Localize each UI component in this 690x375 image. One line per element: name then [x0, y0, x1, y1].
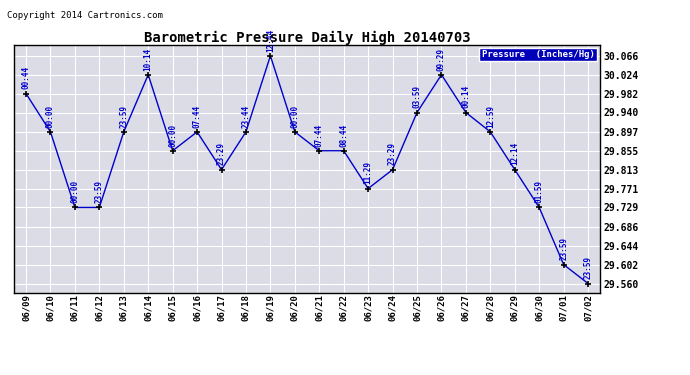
Text: 12:14: 12:14 [511, 142, 520, 165]
Text: 07:44: 07:44 [193, 105, 201, 128]
Text: 03:59: 03:59 [413, 85, 422, 108]
Text: 10:14: 10:14 [144, 47, 152, 70]
Text: 00:44: 00:44 [21, 66, 30, 89]
Text: 11:29: 11:29 [364, 161, 373, 184]
Text: 23:29: 23:29 [217, 142, 226, 165]
Text: 08:44: 08:44 [339, 123, 348, 147]
Text: 12:59: 12:59 [486, 105, 495, 128]
Title: Barometric Pressure Daily High 20140703: Barometric Pressure Daily High 20140703 [144, 31, 471, 45]
Text: 23:59: 23:59 [95, 180, 103, 203]
Text: 23:59: 23:59 [559, 237, 568, 260]
Text: 12:44: 12:44 [266, 28, 275, 52]
Text: 00:00: 00:00 [168, 123, 177, 147]
Text: 00:14: 00:14 [462, 85, 471, 108]
Text: 07:44: 07:44 [315, 123, 324, 147]
Text: 23:29: 23:29 [388, 142, 397, 165]
Text: 23:44: 23:44 [241, 105, 250, 128]
Text: Copyright 2014 Cartronics.com: Copyright 2014 Cartronics.com [7, 11, 163, 20]
Text: 00:00: 00:00 [290, 105, 299, 128]
Text: 23:59: 23:59 [584, 256, 593, 279]
Text: 00:00: 00:00 [46, 105, 55, 128]
Text: 23:59: 23:59 [119, 105, 128, 128]
Text: 09:29: 09:29 [437, 47, 446, 70]
Text: 01:59: 01:59 [535, 180, 544, 203]
Text: 00:00: 00:00 [70, 180, 79, 203]
Text: Pressure  (Inches/Hg): Pressure (Inches/Hg) [482, 50, 594, 59]
